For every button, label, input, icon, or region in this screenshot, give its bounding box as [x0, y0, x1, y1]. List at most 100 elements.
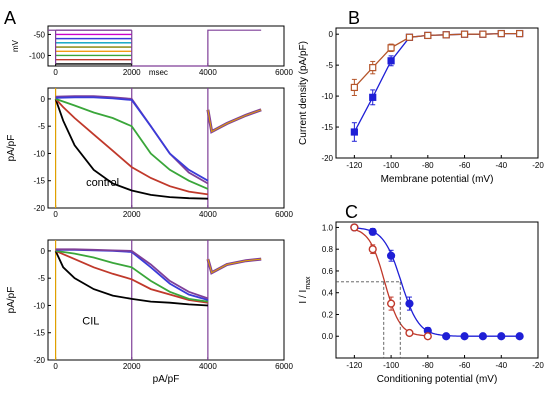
- cil-y-tick-label: -5: [38, 274, 46, 283]
- control-x-tick-label: 0: [53, 210, 58, 219]
- c-x-tick-label: -120: [346, 361, 363, 370]
- b-data-point: [460, 30, 469, 38]
- cil-trace-line: [55, 250, 209, 303]
- control-condition-label: control: [86, 177, 119, 189]
- cil-condition-label: CIL: [82, 316, 99, 328]
- c-fit-line: [354, 227, 520, 337]
- c-y-tick-label: 0.8: [322, 245, 334, 254]
- control-trace-line: [54, 98, 208, 200]
- c-frame: [335, 221, 539, 359]
- c-data-point: [497, 332, 506, 341]
- c-x-tick-label: -40: [495, 361, 507, 370]
- control-y-tick-label: -20: [33, 204, 45, 213]
- c-x-tick-label: -80: [422, 361, 434, 370]
- protocol-x-tick-label: 2000: [123, 68, 141, 77]
- b-data-point: [442, 31, 450, 39]
- b-data-point: [479, 30, 487, 38]
- control-y-tick-label: -5: [38, 122, 46, 131]
- control-y-tick-label: -10: [33, 149, 45, 158]
- cil-y-axis-label: pA/pF: [6, 287, 17, 314]
- control-x-tick-label: 4000: [199, 210, 217, 219]
- cil-y-tick-label: -20: [33, 356, 45, 365]
- protocol-y-tick-label: -100: [29, 51, 46, 60]
- control-trace-line: [55, 95, 209, 185]
- b-y-tick-label: -15: [321, 123, 333, 132]
- control-x-tick-label: 2000: [123, 210, 141, 219]
- inactivation-curve-plot: -120 -100 -80 -60 -40 -20 0.0 0.2 0.4 0.6 0.8 1.0 Co…: [298, 221, 544, 385]
- b-y-tick-label: -10: [321, 92, 333, 101]
- c-x-tick-label: -20: [532, 361, 544, 370]
- control-traces-plot: 0 2000 4000 6000 0 -5 -10 -15 -20 pA/pF control: [6, 87, 293, 219]
- control-trace-line: [55, 98, 209, 190]
- c-y-tick-label: 0.2: [322, 310, 334, 319]
- protocol-x-tick-label: 0: [53, 68, 58, 77]
- b-y-tick-label: -5: [326, 61, 334, 70]
- iv-curve-plot: -120 -100 -80 -60 -40 -20 0 -5 -10 -15 -20 Membrane…: [298, 27, 544, 185]
- c-data-point: [405, 299, 414, 308]
- b-data-point: [369, 93, 377, 101]
- b-x-tick-label: -120: [346, 161, 363, 170]
- control-y-tick-label: -15: [33, 177, 45, 186]
- b-x-tick-label: -60: [459, 161, 471, 170]
- c-y-tick-label: 0.4: [322, 289, 334, 298]
- b-data-point: [516, 29, 524, 38]
- cil-x-axis-label: pA/pF: [153, 374, 180, 385]
- panel-letter-a: A: [4, 8, 16, 28]
- protocol-x-tick-label: 4000: [199, 68, 217, 77]
- c-data-point: [478, 332, 488, 341]
- b-data-point: [350, 83, 358, 92]
- panel-letter-c: C: [345, 202, 358, 222]
- c-data-point: [442, 332, 451, 341]
- protocol-y-axis-label: mV: [11, 39, 20, 52]
- c-data-point: [515, 332, 524, 341]
- protocol-y-tick-label: -50: [33, 30, 45, 39]
- protocol-test-pulse: [131, 29, 262, 67]
- b-x-tick-label: -80: [422, 161, 434, 170]
- panel-letter-b: B: [348, 8, 360, 28]
- cil-x-tick-label: 4000: [199, 362, 217, 371]
- cil-y-tick-label: -10: [33, 301, 45, 310]
- b-y-tick-label: -20: [321, 154, 333, 163]
- cil-tail-trace-overlay: [207, 258, 262, 274]
- c-data-point: [386, 299, 396, 308]
- c-x-axis-label: Conditioning potential (mV): [377, 374, 498, 385]
- cil-x-tick-label: 0: [53, 362, 58, 371]
- b-data-point: [497, 29, 505, 38]
- cil-y-tick-label: -15: [33, 329, 45, 338]
- c-data-point: [368, 245, 377, 254]
- b-x-axis-label: Membrane potential (mV): [381, 174, 494, 185]
- cil-x-tick-label: 6000: [275, 362, 293, 371]
- b-data-point: [387, 44, 395, 52]
- b-x-tick-label: -100: [383, 161, 400, 170]
- control-y-axis-label: pA/pF: [6, 135, 17, 162]
- b-x-tick-label: -20: [532, 161, 544, 170]
- b-data-point: [405, 33, 414, 41]
- protocol-plot: 0 2000 4000 6000 -50 -100 mV msec: [11, 25, 293, 77]
- cil-frame: [47, 239, 285, 361]
- control-y-tick-label: 0: [41, 95, 46, 104]
- c-data-point: [405, 328, 414, 338]
- b-y-tick-label: 0: [329, 30, 334, 39]
- c-data-point: [368, 227, 377, 236]
- control-x-tick-label: 6000: [275, 210, 293, 219]
- control-frame: [47, 87, 285, 209]
- c-x-tick-label: -100: [383, 361, 400, 370]
- c-data-point: [423, 332, 432, 341]
- protocol-x-tick-label: 6000: [275, 68, 293, 77]
- c-data-point: [460, 332, 469, 341]
- b-series-line: [353, 32, 520, 88]
- protocol-x-axis-label: msec: [149, 68, 168, 77]
- control-tail-trace-overlay: [207, 109, 262, 133]
- cil-trace-line: [54, 250, 208, 307]
- b-data-point: [369, 64, 377, 72]
- c-y-tick-label: 1.0: [322, 223, 334, 232]
- b-series-line: [353, 32, 520, 133]
- c-y-tick-label: 0.6: [322, 267, 334, 276]
- cil-y-tick-label: 0: [41, 247, 46, 256]
- c-y-axis-label: I / Imax: [298, 276, 312, 304]
- cil-x-tick-label: 2000: [123, 362, 141, 371]
- cil-traces-plot: 0 2000 4000 6000 0 -5 -10 -15 -20 pA/pF CIL pA/pF: [6, 239, 293, 385]
- c-data-point: [350, 223, 359, 232]
- b-data-point: [424, 31, 432, 40]
